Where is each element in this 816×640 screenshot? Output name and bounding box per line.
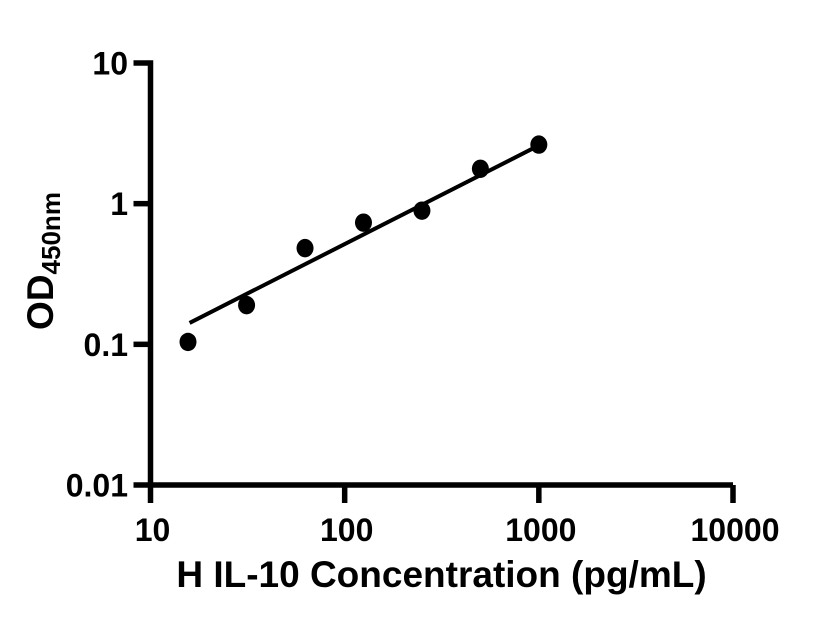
x-tick-label: 1000 xyxy=(505,512,576,548)
x-tick-label: 10000 xyxy=(691,512,780,548)
data-point xyxy=(296,238,314,258)
y-axis-title: OD450nm xyxy=(20,192,66,330)
y-axis-title-main: OD xyxy=(20,274,61,330)
x-tick-label: 10 xyxy=(135,512,171,548)
y-tick-label: 0.1 xyxy=(84,327,128,363)
axis-lines xyxy=(147,60,733,488)
y-tick-label: 1 xyxy=(110,186,128,222)
data-point xyxy=(530,135,548,154)
data-point xyxy=(179,332,197,352)
data-point xyxy=(238,295,256,315)
x-axis-title: H IL-10 Concentration (pg/mL) xyxy=(176,554,707,595)
x-tick-label: 100 xyxy=(320,512,373,548)
data-point xyxy=(354,213,372,232)
y-tick-label: 10 xyxy=(92,46,128,82)
data-point xyxy=(471,159,489,178)
y-axis-title-subscript: 450nm xyxy=(36,192,66,275)
data-point xyxy=(413,201,431,220)
y-tick-label: 0.01 xyxy=(66,468,128,504)
